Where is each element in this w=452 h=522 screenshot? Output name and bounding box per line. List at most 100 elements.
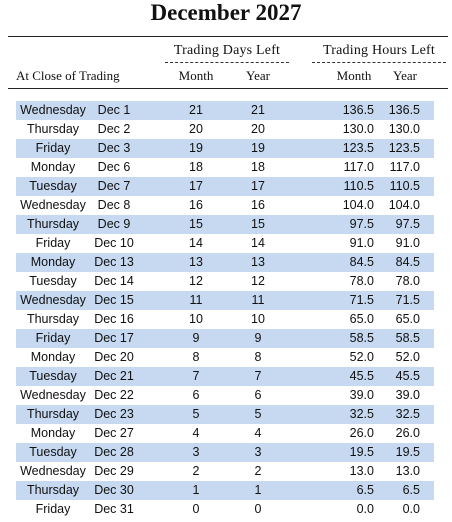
days-left-year-cell: 6: [254, 388, 262, 402]
days-left-year-cell: 5: [254, 407, 262, 421]
days-month-header: Month: [178, 68, 214, 83]
weekday-cell: Monday: [30, 350, 76, 364]
trading-hours-left-header: Trading Hours Left: [323, 43, 435, 58]
table-row: Thursday Dec 9 15 15 97.5 97.5: [0, 215, 452, 234]
weekday-cell: Wednesday: [20, 388, 86, 402]
table-row: Wednesday Dec 8 16 16 104.0 104.0: [0, 196, 452, 215]
days-left-year-cell: 15: [251, 217, 265, 231]
weekday-cell: Thursday: [26, 483, 80, 497]
days-left-year-cell: 9: [254, 331, 262, 345]
date-cell: Dec 28: [94, 445, 134, 459]
days-left-month-cell: 5: [192, 407, 200, 421]
days-left-year-cell: 4: [254, 426, 262, 440]
weekday-cell: Tuesday: [29, 445, 77, 459]
hours-left-month-cell: 32.5: [349, 407, 374, 421]
days-left-year-cell: 7: [254, 369, 262, 383]
days-left-month-cell: 18: [189, 160, 203, 174]
days-left-year-cell: 3: [254, 445, 262, 459]
days-left-year-cell: 11: [251, 293, 265, 307]
hours-left-year-cell: 45.5: [395, 369, 420, 383]
days-left-year-cell: 17: [251, 179, 265, 193]
days-left-month-cell: 12: [189, 274, 203, 288]
trading-table-body: Wednesday Dec 1 21 21 136.5 136.5 Thursday Dec …: [0, 101, 452, 519]
table-row: Thursday Dec 16 10 10 65.0 65.0: [0, 310, 452, 329]
days-left-month-cell: 21: [189, 103, 203, 117]
table-row: Monday Dec 6 18 18 117.0 117.0: [0, 158, 452, 177]
date-cell: Dec 27: [94, 426, 134, 440]
weekday-cell: Friday: [35, 502, 71, 516]
hours-left-month-cell: 104.0: [342, 198, 374, 212]
date-cell: Dec 30: [94, 483, 134, 497]
hours-left-month-cell: 52.0: [349, 350, 374, 364]
hours-left-month-cell: 117.0: [343, 160, 374, 174]
hours-left-year-cell: 32.5: [395, 407, 420, 421]
date-cell: Dec 10: [94, 236, 134, 250]
date-cell: Dec 15: [94, 293, 134, 307]
date-cell: Dec 13: [94, 255, 134, 269]
hours-left-month-cell: 0.0: [356, 502, 374, 516]
table-row: Friday Dec 31 0 0 0.0 0.0: [0, 500, 452, 519]
hours-left-month-cell: 97.5: [349, 217, 374, 231]
table-row: Thursday Dec 23 5 5 32.5 32.5: [0, 405, 452, 424]
days-left-month-cell: 14: [189, 236, 203, 250]
hours-left-month-cell: 84.5: [349, 255, 374, 269]
days-left-month-cell: 20: [189, 122, 203, 136]
hours-left-month-cell: 39.0: [349, 388, 374, 402]
weekday-cell: Thursday: [26, 217, 80, 231]
hours-group-underline: [312, 62, 446, 63]
hours-month-header: Month: [336, 68, 372, 83]
weekday-cell: Monday: [30, 426, 76, 440]
hours-left-month-cell: 26.0: [349, 426, 374, 440]
hours-left-year-cell: 13.0: [395, 464, 420, 478]
header-rule: [8, 88, 448, 89]
table-row: Monday Dec 27 4 4 26.0 26.0: [0, 424, 452, 443]
date-cell: Dec 23: [94, 407, 134, 421]
days-left-year-cell: 12: [251, 274, 265, 288]
days-left-month-cell: 16: [189, 198, 203, 212]
hours-left-month-cell: 13.0: [349, 464, 374, 478]
hours-left-year-cell: 26.0: [395, 426, 420, 440]
hours-left-month-cell: 110.5: [343, 179, 374, 193]
weekday-cell: Wednesday: [20, 293, 86, 307]
hours-left-year-cell: 110.5: [389, 179, 420, 193]
table-row: Friday Dec 17 9 9 58.5 58.5: [0, 329, 452, 348]
days-left-month-cell: 17: [189, 179, 203, 193]
date-cell: Dec 20: [94, 350, 134, 364]
date-cell: Dec 22: [94, 388, 134, 402]
hours-year-header: Year: [393, 68, 417, 83]
date-cell: Dec 8: [97, 198, 131, 212]
weekday-cell: Friday: [35, 236, 71, 250]
days-left-year-cell: 19: [251, 141, 265, 155]
table-row: Thursday Dec 30 1 1 6.5 6.5: [0, 481, 452, 500]
table-row: Tuesday Dec 7 17 17 110.5 110.5: [0, 177, 452, 196]
hours-left-year-cell: 136.5: [388, 103, 420, 117]
hours-left-month-cell: 6.5: [356, 483, 374, 497]
days-left-year-cell: 14: [251, 236, 265, 250]
weekday-cell: Thursday: [26, 122, 80, 136]
table-row: Monday Dec 20 8 8 52.0 52.0: [0, 348, 452, 367]
weekday-cell: Monday: [30, 255, 76, 269]
trading-days-left-header: Trading Days Left: [173, 43, 281, 58]
hours-left-year-cell: 52.0: [395, 350, 420, 364]
date-cell: Dec 1: [97, 103, 131, 117]
table-row: Wednesday Dec 22 6 6 39.0 39.0: [0, 386, 452, 405]
days-left-year-cell: 1: [254, 483, 262, 497]
days-left-year-cell: 13: [251, 255, 265, 269]
hours-left-month-cell: 123.5: [342, 141, 374, 155]
hours-left-month-cell: 45.5: [349, 369, 374, 383]
date-cell: Dec 3: [97, 141, 131, 155]
hours-left-year-cell: 19.5: [395, 445, 420, 459]
days-left-year-cell: 0: [254, 502, 262, 516]
hours-left-year-cell: 0.0: [402, 502, 420, 516]
date-cell: Dec 16: [94, 312, 134, 326]
hours-left-month-cell: 91.0: [349, 236, 374, 250]
date-cell: Dec 31: [94, 502, 134, 516]
top-rule: [8, 36, 448, 37]
days-left-month-cell: 6: [192, 388, 200, 402]
date-cell: Dec 6: [97, 160, 131, 174]
days-left-month-cell: 19: [189, 141, 203, 155]
days-left-month-cell: 7: [192, 369, 200, 383]
days-left-month-cell: 13: [189, 255, 203, 269]
hours-left-year-cell: 104.0: [388, 198, 420, 212]
hours-left-month-cell: 19.5: [349, 445, 374, 459]
